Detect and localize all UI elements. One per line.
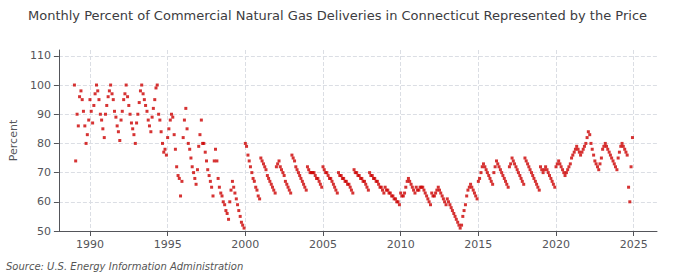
svg-text:Source: U.S. Energy Informatio: Source: U.S. Energy Information Administ…	[6, 261, 243, 272]
svg-text:1990: 1990	[76, 238, 104, 251]
svg-text:70: 70	[37, 166, 51, 179]
svg-text:100: 100	[30, 79, 51, 92]
svg-text:2000: 2000	[231, 238, 259, 251]
svg-text:80: 80	[37, 137, 51, 150]
svg-text:2015: 2015	[464, 238, 492, 251]
svg-text:2005: 2005	[309, 238, 337, 251]
svg-text:2020: 2020	[542, 238, 570, 251]
svg-text:1995: 1995	[154, 238, 182, 251]
svg-text:2010: 2010	[387, 238, 415, 251]
svg-text:90: 90	[37, 108, 51, 121]
svg-text:110: 110	[30, 49, 51, 62]
svg-text:2025: 2025	[620, 238, 648, 251]
svg-text:60: 60	[37, 195, 51, 208]
svg-text:Monthly Percent of Commercial: Monthly Percent of Commercial Natural Ga…	[28, 8, 647, 23]
svg-text:Percent: Percent	[7, 119, 20, 161]
svg-text:50: 50	[37, 225, 51, 238]
